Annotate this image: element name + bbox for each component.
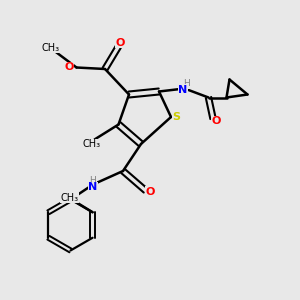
Text: O: O xyxy=(145,187,155,197)
Text: N: N xyxy=(88,182,98,193)
Text: O: O xyxy=(211,116,221,127)
Text: N: N xyxy=(178,85,188,95)
Text: CH₃: CH₃ xyxy=(60,193,79,203)
Text: CH₃: CH₃ xyxy=(82,139,100,149)
Text: H: H xyxy=(183,80,189,88)
Text: S: S xyxy=(172,112,180,122)
Text: CH₃: CH₃ xyxy=(42,43,60,53)
Text: O: O xyxy=(115,38,125,48)
Text: O: O xyxy=(64,62,74,73)
Text: H: H xyxy=(90,176,96,185)
